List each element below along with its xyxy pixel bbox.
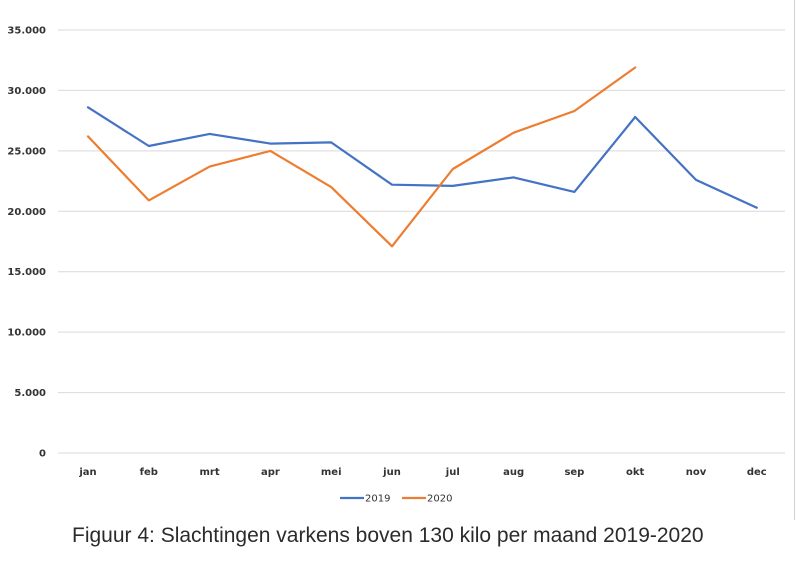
y-tick-label: 25.000 [7, 146, 46, 157]
y-tick-label: 5.000 [14, 388, 46, 399]
x-tick-label: jul [445, 467, 460, 478]
y-tick-label: 15.000 [7, 267, 46, 278]
x-tick-label: dec [747, 467, 767, 478]
x-tick-label: sep [564, 467, 584, 478]
y-tick-label: 30.000 [7, 86, 46, 97]
y-axis: 0 5.000 10.000 15.000 20.000 25.000 30.000 35.0… [7, 26, 46, 460]
x-tick-label: feb [140, 467, 158, 478]
x-tick-label: apr [261, 467, 280, 478]
x-tick-label: mrt [200, 467, 220, 478]
legend: 2019 2020 [340, 494, 452, 505]
x-tick-label: nov [686, 467, 707, 478]
x-tick-label: mei [321, 467, 342, 478]
legend-label-2020: 2020 [427, 494, 452, 505]
grid [58, 29, 785, 454]
x-tick-label: jun [382, 467, 401, 478]
y-tick-label: 10.000 [7, 328, 46, 339]
frame-edge [794, 0, 795, 520]
series-line-2019 [86, 106, 758, 209]
x-axis: jan feb mrt apr mei jun jul aug sep okt nov dec [78, 467, 766, 478]
y-tick-label: 35.000 [7, 26, 46, 37]
series-lines [86, 66, 758, 248]
x-tick-label: okt [626, 467, 645, 478]
line-chart: 0 5.000 10.000 15.000 20.000 25.000 30.000 35.0… [7, 26, 785, 505]
legend-label-2019: 2019 [365, 494, 390, 505]
series-line-2020 [86, 66, 637, 248]
y-tick-label: 20.000 [7, 207, 46, 218]
y-tick-label: 0 [39, 449, 46, 460]
x-tick-label: aug [503, 467, 524, 478]
chart-area: 0 5.000 10.000 15.000 20.000 25.000 30.000 35.0… [7, 26, 785, 505]
x-tick-label: jan [78, 467, 96, 478]
figure-caption: Figuur 4: Slachtingen varkens boven 130 … [72, 524, 704, 547]
